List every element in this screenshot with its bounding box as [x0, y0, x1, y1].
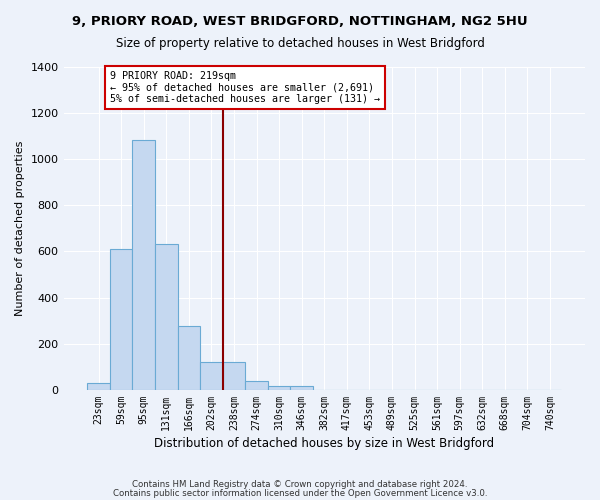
- Text: 9 PRIORY ROAD: 219sqm
← 95% of detached houses are smaller (2,691)
5% of semi-de: 9 PRIORY ROAD: 219sqm ← 95% of detached …: [110, 70, 380, 104]
- Text: Contains public sector information licensed under the Open Government Licence v3: Contains public sector information licen…: [113, 488, 487, 498]
- Text: Contains HM Land Registry data © Crown copyright and database right 2024.: Contains HM Land Registry data © Crown c…: [132, 480, 468, 489]
- Bar: [155, 244, 178, 390]
- Bar: [178, 326, 200, 390]
- Bar: [268, 386, 290, 390]
- Bar: [223, 362, 245, 390]
- Bar: [290, 386, 313, 390]
- Bar: [87, 383, 110, 390]
- Bar: [133, 140, 155, 390]
- Text: 9, PRIORY ROAD, WEST BRIDGFORD, NOTTINGHAM, NG2 5HU: 9, PRIORY ROAD, WEST BRIDGFORD, NOTTINGH…: [72, 15, 528, 28]
- Bar: [200, 362, 223, 390]
- X-axis label: Distribution of detached houses by size in West Bridgford: Distribution of detached houses by size …: [154, 437, 494, 450]
- Bar: [110, 249, 133, 390]
- Bar: [245, 380, 268, 390]
- Text: Size of property relative to detached houses in West Bridgford: Size of property relative to detached ho…: [116, 38, 484, 51]
- Y-axis label: Number of detached properties: Number of detached properties: [15, 140, 25, 316]
